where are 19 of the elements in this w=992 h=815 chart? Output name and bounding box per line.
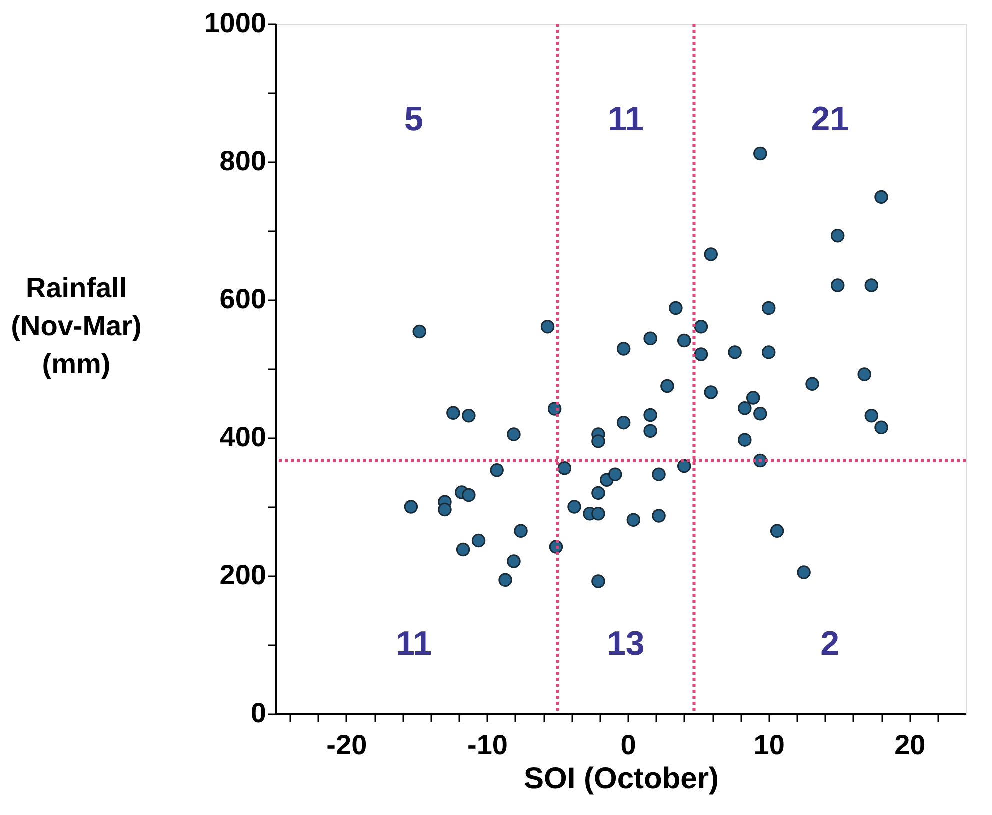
annotation: 5 [404,100,424,139]
x-tick-label: 0 [620,730,636,760]
x-tick-label: 20 [894,730,926,760]
x-tick-label: -10 [467,730,508,760]
y-tick-label: 600 [220,284,266,314]
annotation: 13 [607,625,645,663]
annotation: 11 [608,100,644,139]
y-tick-label: 0 [250,698,266,728]
annotation: 2 [820,625,840,663]
annotation: 11 [396,625,432,663]
x-axis-title: SOI (October) [524,762,720,796]
x-tick-label: 10 [754,730,785,760]
y-tick-label: 800 [220,146,266,176]
y-tick-label: 1000 [204,8,266,38]
annotation: 21 [811,100,850,139]
y-tick-label: 200 [220,560,266,590]
y-axis-title: Rainfall (Nov-Mar) (mm) [11,272,142,380]
x-tick-label: -20 [326,730,368,760]
y-tick-label: 400 [220,422,266,452]
